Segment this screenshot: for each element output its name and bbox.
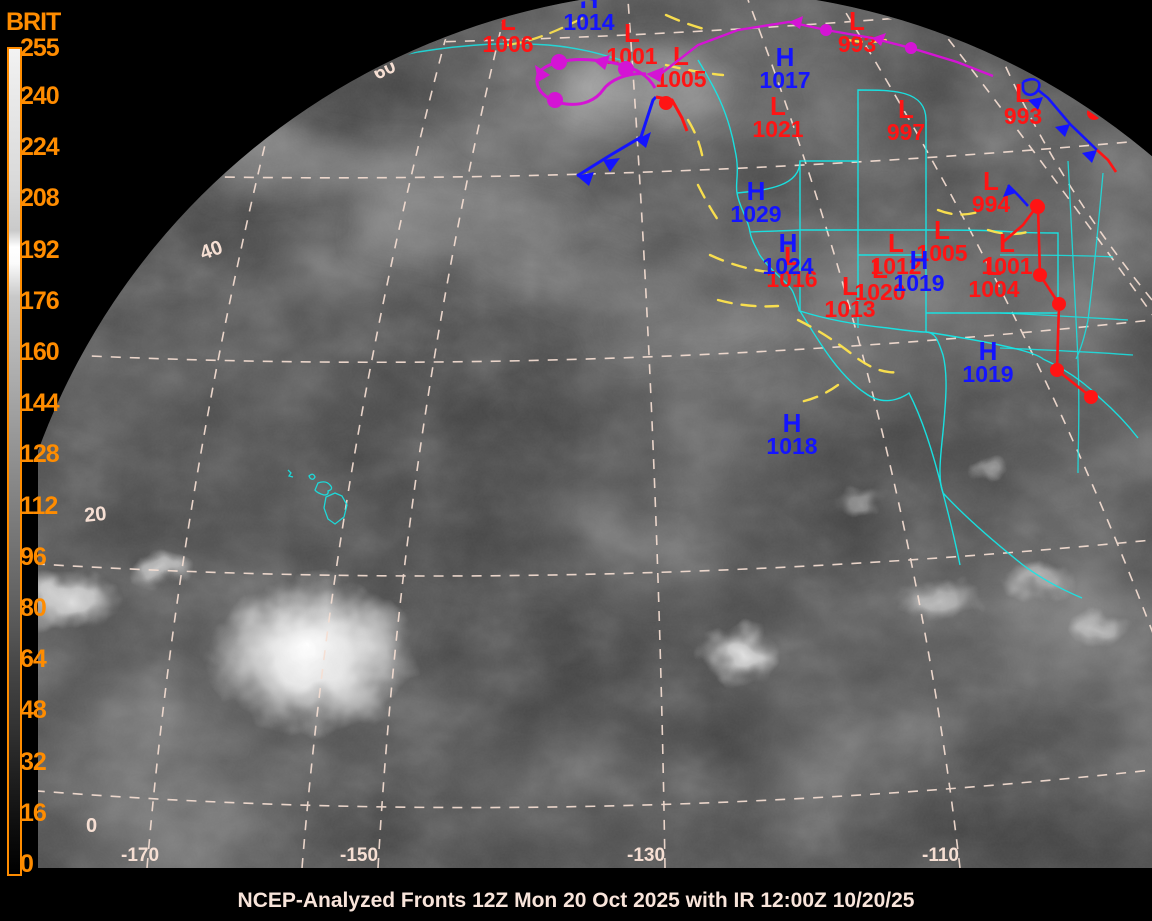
svg-text:1004: 1004: [968, 276, 1019, 302]
svg-text:1014: 1014: [563, 9, 614, 35]
svg-text:1019: 1019: [893, 270, 944, 296]
svg-text:1029: 1029: [730, 201, 781, 227]
svg-text:1013: 1013: [824, 296, 875, 322]
svg-text:1021: 1021: [752, 116, 803, 142]
svg-text:1019: 1019: [962, 361, 1013, 387]
svg-text:1018: 1018: [766, 433, 817, 459]
svg-text:1017: 1017: [759, 67, 810, 93]
svg-text:1024: 1024: [762, 253, 813, 279]
svg-text:997: 997: [887, 119, 925, 145]
svg-text:1006: 1006: [482, 31, 533, 57]
